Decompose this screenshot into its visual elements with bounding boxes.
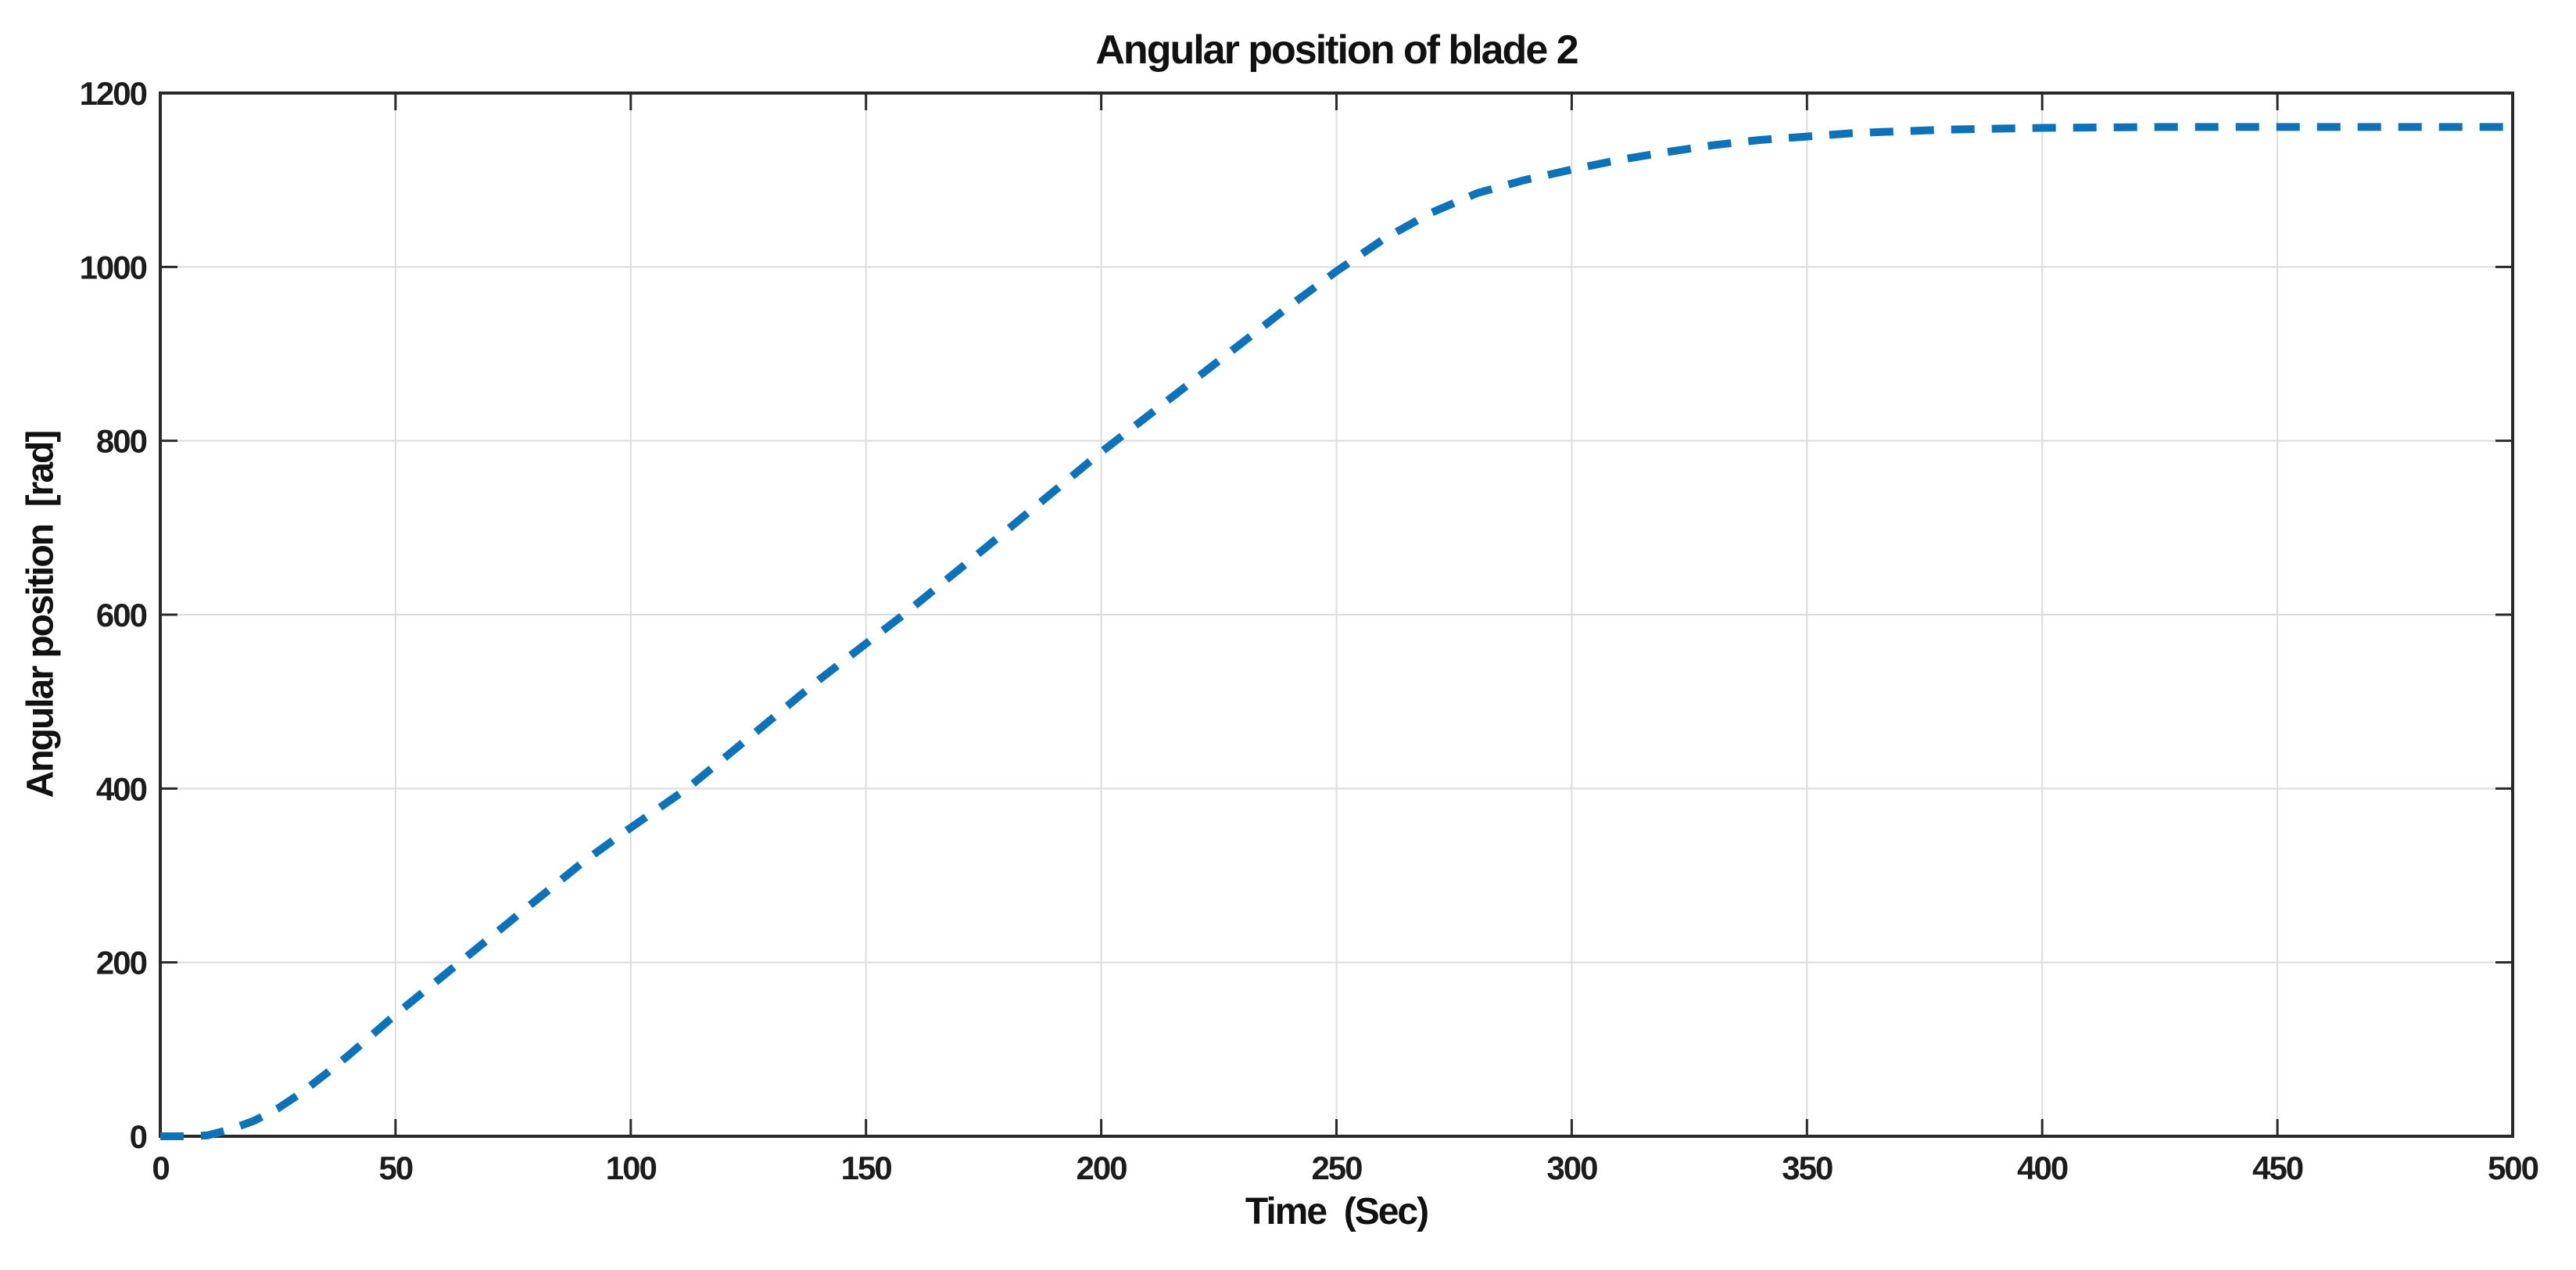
x-tick-label: 350	[1782, 1150, 1833, 1186]
x-tick-label: 400	[2017, 1150, 2068, 1186]
series-line-angular-position-blade-2	[160, 123, 2513, 1140]
x-tick-label: 100	[606, 1150, 657, 1186]
x-tick-label: 250	[1311, 1150, 1362, 1186]
y-tick-label: 1200	[80, 75, 147, 112]
y-tick-label: 200	[96, 945, 147, 981]
x-tick-label: 500	[2488, 1150, 2538, 1186]
y-tick-label: 400	[96, 770, 147, 807]
x-tick-label: 450	[2252, 1150, 2303, 1186]
y-tick-label: 600	[96, 597, 147, 633]
y-tick-label: 800	[96, 423, 147, 460]
x-tick-label: 50	[379, 1150, 413, 1186]
x-tick-label: 0	[152, 1150, 169, 1186]
chart-title: Angular position of blade 2	[1095, 27, 1578, 73]
x-axis-label: Time (Sec)	[1245, 1191, 1429, 1232]
x-tick-label: 300	[1546, 1150, 1597, 1186]
x-tick-label: 150	[841, 1150, 892, 1186]
x-tick-label: 200	[1077, 1150, 1127, 1186]
y-tick-label: 1000	[80, 249, 147, 285]
y-tick-label: 0	[130, 1118, 147, 1155]
